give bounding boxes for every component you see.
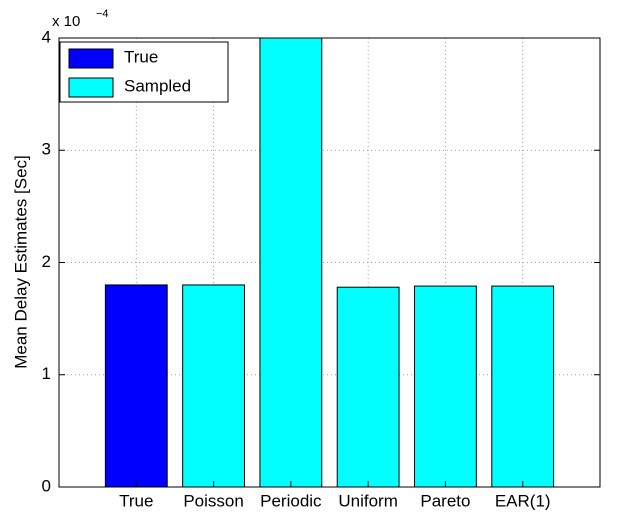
y-axis-label: Mean Delay Estimates [Sec]: [11, 155, 30, 369]
x-tick-label: True: [119, 491, 153, 510]
y-multiplier-exponent: −4: [96, 8, 109, 20]
x-tick-label: Pareto: [420, 491, 470, 510]
bar: [104, 284, 168, 487]
y-tick-label: 1: [42, 364, 51, 383]
legend-swatch: [68, 77, 114, 98]
y-tick-label: 0: [42, 476, 51, 495]
x-tick-label: Periodic: [260, 491, 322, 510]
x-tick-label: EAR(1): [495, 491, 551, 510]
legend-label: True: [124, 47, 158, 66]
bar: [182, 284, 245, 487]
bar: [491, 285, 555, 487]
y-multiplier: x 10: [52, 13, 80, 30]
x-tick-label: Uniform: [338, 491, 398, 510]
bar: [259, 38, 323, 487]
y-tick-label: 2: [42, 252, 51, 271]
y-tick-label: 4: [42, 27, 51, 46]
x-tick-label: Poisson: [183, 491, 243, 510]
legend-swatch: [68, 48, 114, 69]
bar: [336, 286, 400, 487]
bar: [414, 285, 477, 487]
legend-label: Sampled: [124, 76, 191, 95]
y-tick-label: 3: [42, 140, 51, 159]
